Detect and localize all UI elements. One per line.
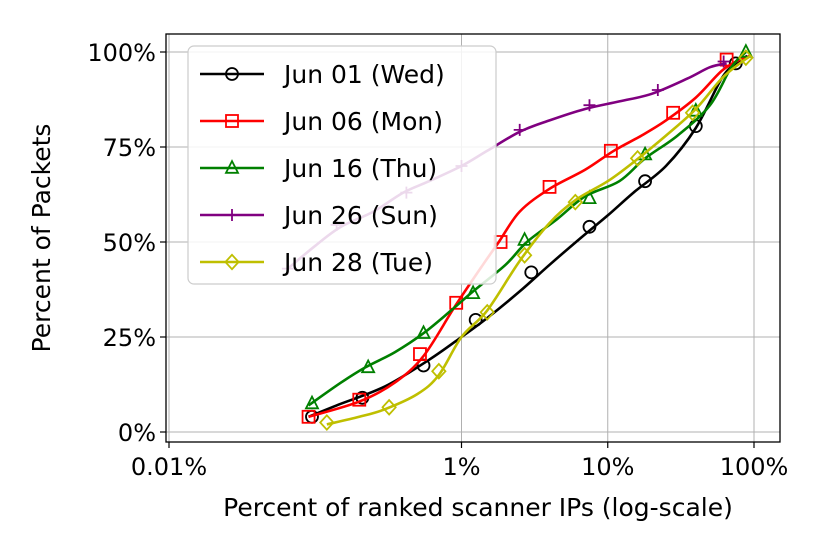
plot-frame	[165, 33, 781, 443]
y-tick-label: 50%	[103, 229, 156, 257]
y-tick-label: 75%	[103, 134, 156, 162]
data-point-plus	[583, 99, 596, 112]
data-point-diamond	[516, 246, 533, 264]
series-3	[304, 43, 754, 410]
data-point-diamond	[567, 193, 584, 211]
data-point-square	[301, 409, 316, 424]
x-tick-label: 1%	[442, 453, 480, 481]
data-point-diamond	[629, 149, 646, 167]
legend-item: Jun 16 (Thu)	[200, 154, 437, 183]
data-point-square	[719, 52, 734, 67]
data-point-diamond	[224, 253, 240, 271]
data-point-square	[603, 143, 618, 158]
data-point-triangle	[416, 324, 432, 339]
data-point-circle	[225, 67, 239, 81]
x-tick-label: 100%	[720, 453, 789, 481]
data-point-circle	[582, 219, 597, 234]
legend-item: Jun 06 (Mon)	[200, 107, 443, 136]
series-line	[307, 51, 747, 407]
legend-label: Jun 06 (Mon)	[282, 107, 443, 136]
legend-label: Jun 16 (Thu)	[282, 154, 437, 183]
data-point-diamond	[431, 362, 447, 380]
data-point-triangle	[360, 358, 376, 374]
legend-label: Jun 26 (Sun)	[282, 201, 438, 230]
legend: Jun 01 (Wed) Jun 06 (Mon) Jun 16 (Thu) Jun …	[187, 45, 497, 285]
legend-box	[187, 45, 497, 285]
data-point-diamond	[738, 49, 754, 67]
legend-item: Jun 28 (Tue)	[200, 248, 433, 277]
x-tick-label: 0.01%	[131, 453, 207, 481]
data-point-diamond	[319, 413, 335, 432]
data-point-square	[352, 392, 367, 407]
series-5	[319, 49, 754, 432]
data-point-diamond	[479, 303, 496, 321]
data-point-triangle	[738, 43, 754, 58]
y-tick-label: 25%	[103, 324, 156, 352]
y-tick-label: 0%	[118, 419, 156, 447]
y-axis-label: Percent of Packets	[27, 124, 56, 353]
data-point-circle	[468, 312, 483, 327]
data-point-square	[225, 114, 239, 128]
data-point-square	[666, 105, 681, 120]
legend-item: Jun 26 (Sun)	[200, 201, 438, 230]
data-point-triangle	[304, 394, 320, 410]
data-point-diamond	[684, 104, 701, 122]
data-point-square	[449, 295, 464, 310]
data-point-plus	[226, 209, 238, 221]
x-axis-label: Percent of ranked scanner IPs (log-scale…	[223, 493, 733, 522]
series-line	[308, 54, 752, 419]
data-point-plus	[651, 84, 664, 96]
data-point-triangle	[224, 159, 240, 174]
data-point-plus	[717, 55, 730, 68]
data-point-plus	[513, 123, 526, 136]
series-line	[326, 54, 752, 426]
legend-item: Jun 01 (Wed)	[200, 60, 445, 89]
series-2	[301, 52, 752, 424]
data-point-square	[542, 179, 557, 194]
data-point-square	[413, 347, 427, 362]
data-point-triangle	[637, 145, 653, 161]
y-tick-label: 100%	[87, 39, 156, 67]
ticks: 0.01% 1% 10% 100% 0% 25% 50% 75% 100%	[87, 39, 788, 481]
data-point-diamond	[381, 398, 397, 416]
data-point-triangle	[465, 284, 481, 300]
data-point-circle	[524, 265, 539, 280]
data-point-triangle	[517, 231, 533, 246]
data-point-triangle	[582, 189, 597, 205]
data-point-circle	[638, 174, 652, 189]
legend-label: Jun 28 (Tue)	[282, 248, 433, 277]
legend-label: Jun 01 (Wed)	[282, 60, 445, 89]
x-tick-label: 10%	[581, 453, 634, 481]
